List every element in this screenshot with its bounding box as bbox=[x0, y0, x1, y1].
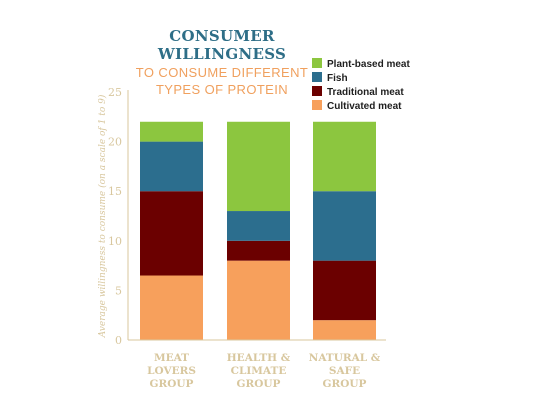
x-category-label: NATURAL & SAFE GROUP bbox=[309, 352, 381, 390]
chart-subtitle: TO CONSUME DIFFERENT TYPES OF PROTEIN bbox=[136, 65, 308, 97]
legend-swatch bbox=[312, 72, 322, 82]
bar-segment-traditional-meat bbox=[140, 191, 203, 276]
y-tick-label: 15 bbox=[108, 185, 122, 198]
bar-segment-traditional-meat bbox=[313, 260, 376, 321]
bar-segment-plant-based-meat bbox=[227, 121, 290, 212]
x-category-label-line: GROUP bbox=[323, 378, 367, 390]
chart-subtitle-line: TYPES OF PROTEIN bbox=[156, 82, 288, 97]
y-tick-label: 20 bbox=[108, 136, 122, 149]
x-category-label-line: GROUP bbox=[237, 378, 281, 390]
legend-label: Cultivated meat bbox=[327, 101, 402, 112]
bar-segment-plant-based-meat bbox=[140, 121, 203, 142]
bar-segment-fish bbox=[140, 141, 203, 192]
x-category-label-line: NATURAL & bbox=[309, 352, 381, 364]
x-category-label-line: MEAT bbox=[154, 352, 189, 364]
legend-label: Traditional meat bbox=[327, 87, 404, 98]
y-tick-label: 0 bbox=[115, 334, 122, 347]
legend-swatch bbox=[312, 86, 322, 96]
bar-segment-fish bbox=[227, 211, 290, 241]
bar-segment-traditional-meat bbox=[227, 240, 290, 261]
y-axis-label: Average willingness to consume (on a sca… bbox=[97, 94, 108, 338]
y-tick-label: 5 bbox=[115, 284, 122, 297]
x-category-label-line: GROUP bbox=[150, 378, 194, 390]
chart-title: CONSUMER WILLINGNESS bbox=[157, 27, 286, 63]
legend-label: Fish bbox=[327, 73, 348, 84]
chart-title-line: WILLINGNESS bbox=[157, 45, 286, 63]
bar-segment-fish bbox=[313, 191, 376, 261]
bar-segment-cultivated-meat bbox=[140, 275, 203, 340]
x-category-label-line: HEALTH & bbox=[227, 352, 291, 364]
legend: Plant-based meat Fish Traditional meat Cult… bbox=[312, 58, 410, 112]
x-category-label-line: LOVERS bbox=[147, 365, 196, 377]
y-tick-label: 25 bbox=[108, 86, 122, 99]
chart-title-line: CONSUMER bbox=[169, 27, 275, 45]
legend-label: Plant-based meat bbox=[327, 59, 410, 70]
legend-swatch bbox=[312, 100, 322, 110]
legend-swatch bbox=[312, 58, 322, 68]
x-category-label-line: SAFE bbox=[329, 365, 360, 377]
chart-subtitle-line: TO CONSUME DIFFERENT bbox=[136, 65, 308, 80]
bar-segment-plant-based-meat bbox=[313, 121, 376, 192]
x-category-label: HEALTH & CLIMATE GROUP bbox=[227, 352, 291, 390]
bars bbox=[140, 121, 376, 340]
x-category-label-line: CLIMATE bbox=[231, 365, 287, 377]
y-tick-label: 10 bbox=[108, 235, 122, 248]
bar-segment-cultivated-meat bbox=[313, 320, 376, 340]
bar-segment-cultivated-meat bbox=[227, 260, 290, 340]
x-category-label: MEAT LOVERS GROUP bbox=[147, 352, 196, 390]
